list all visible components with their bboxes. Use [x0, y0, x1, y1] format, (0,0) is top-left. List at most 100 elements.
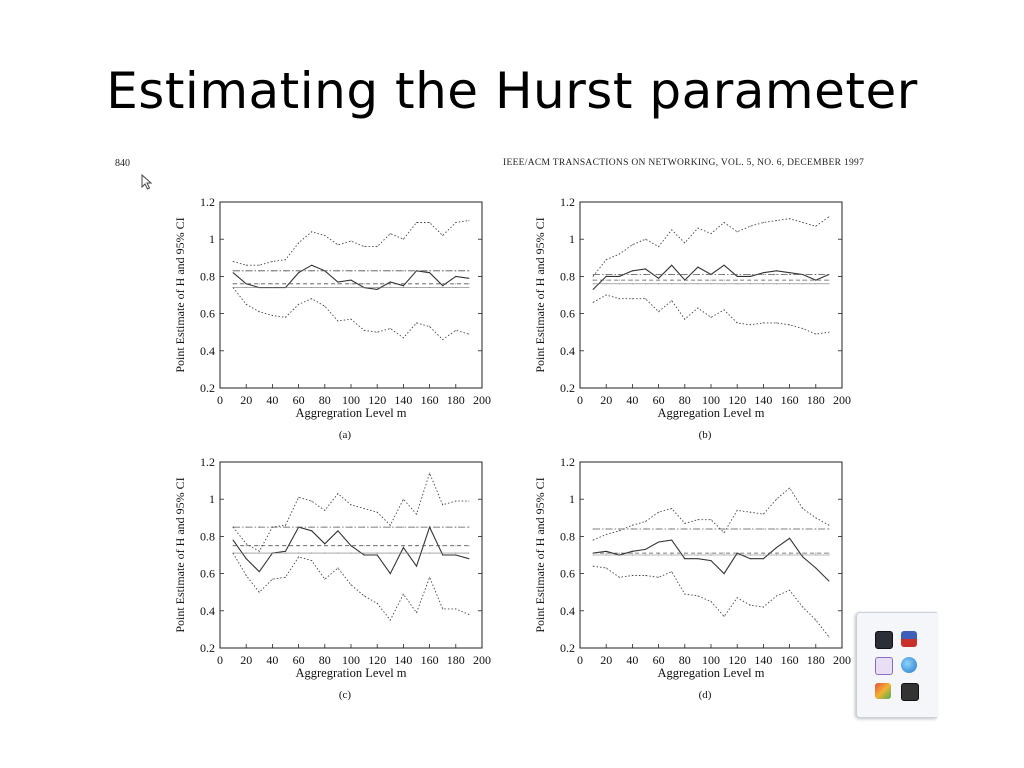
data-point [828, 580, 830, 582]
data-point [736, 322, 738, 324]
data-point [337, 281, 339, 283]
y-tick-label: 1 [569, 492, 575, 506]
data-point [415, 221, 418, 224]
data-point [697, 552, 699, 554]
data-point [618, 275, 620, 277]
data-point [284, 524, 287, 526]
data-point [710, 554, 712, 556]
data-point [749, 279, 751, 281]
data-point [802, 554, 804, 556]
data-point [350, 318, 352, 320]
data-point [415, 286, 418, 289]
data-point [631, 524, 633, 526]
data-point [402, 498, 404, 500]
data-point [631, 528, 633, 530]
data-point [723, 279, 725, 281]
data-point [337, 530, 339, 532]
data-point [762, 513, 764, 515]
data-point [684, 528, 686, 530]
network-globe-icon[interactable] [901, 657, 917, 673]
data-point [376, 552, 378, 554]
data-point [618, 283, 620, 285]
data-point [671, 283, 673, 285]
data-point [815, 619, 817, 621]
data-point [337, 545, 339, 547]
y-tick-label: 0.8 [200, 529, 215, 543]
x-tick-label: 20 [240, 393, 252, 407]
data-point [298, 286, 300, 289]
data-point [271, 526, 273, 528]
data-point [245, 303, 247, 305]
data-point [749, 554, 751, 556]
data-point [350, 584, 352, 586]
series-line-dotted [592, 216, 830, 277]
data-point [658, 576, 660, 578]
data-point [815, 517, 817, 519]
data-point [723, 273, 725, 276]
data-point [429, 545, 431, 547]
app-dark-icon[interactable] [875, 631, 893, 649]
data-point [736, 273, 738, 276]
data-point [697, 519, 699, 521]
data-point [258, 550, 260, 552]
data-point [455, 608, 457, 610]
data-point [828, 636, 830, 638]
data-point [429, 283, 431, 285]
x-tick-label: 140 [754, 653, 772, 667]
data-point [402, 270, 404, 272]
data-point [245, 545, 247, 547]
data-point [311, 298, 313, 300]
data-point [618, 552, 620, 554]
data-point [271, 552, 273, 554]
hand-icon[interactable] [875, 683, 891, 699]
data-point [592, 539, 594, 541]
y-tick-label: 0.8 [200, 269, 215, 283]
data-point [736, 597, 738, 599]
data-point [671, 264, 673, 266]
data-point [324, 545, 326, 547]
data-point [631, 574, 633, 577]
data-point [723, 552, 725, 554]
data-point [736, 231, 738, 233]
data-point [605, 550, 607, 552]
data-point [245, 526, 247, 528]
data-point [671, 507, 673, 510]
data-point [723, 221, 725, 224]
x-tick-label: 40 [626, 393, 638, 407]
data-point [415, 270, 418, 272]
data-point [258, 545, 260, 547]
data-point [762, 221, 764, 224]
data-point [697, 528, 699, 530]
data-point [337, 552, 339, 554]
data-point [324, 286, 326, 289]
data-point [284, 316, 287, 318]
data-point [232, 272, 234, 274]
subplot-caption: (c) [339, 689, 352, 701]
data-point [789, 537, 791, 539]
data-point [671, 279, 673, 281]
data-point [298, 496, 300, 498]
data-point [815, 273, 817, 276]
subplot-caption: (b) [699, 429, 712, 441]
data-point [592, 279, 594, 281]
data-point [671, 273, 673, 276]
data-point [828, 554, 830, 556]
data-point [350, 552, 352, 554]
device-power-icon[interactable] [901, 683, 919, 701]
data-point [363, 270, 365, 272]
y-axis-label: Point Estimate of H and 95% CI [173, 477, 187, 632]
data-point [402, 286, 404, 289]
data-point [258, 311, 260, 313]
data-point [350, 526, 352, 528]
media-player-icon[interactable] [875, 657, 893, 675]
x-tick-label: 160 [421, 393, 439, 407]
x-tick-label: 40 [626, 653, 638, 667]
y-tick-label: 1 [209, 492, 215, 506]
shield-alert-icon[interactable] [901, 631, 917, 647]
data-point [232, 283, 234, 285]
x-tick-label: 100 [702, 653, 720, 667]
x-tick-label: 80 [679, 393, 691, 407]
data-point [442, 234, 444, 237]
data-point [749, 558, 751, 560]
x-tick-label: 60 [653, 653, 665, 667]
